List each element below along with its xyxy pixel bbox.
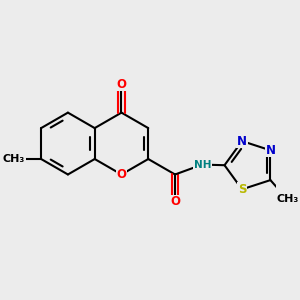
Text: CH₃: CH₃ — [3, 154, 25, 164]
Text: S: S — [238, 183, 246, 196]
Text: CH₃: CH₃ — [276, 194, 298, 204]
Text: O: O — [170, 195, 180, 208]
Text: O: O — [116, 78, 127, 91]
Text: N: N — [266, 144, 275, 157]
Text: NH: NH — [194, 160, 211, 170]
Text: N: N — [237, 135, 247, 148]
Text: O: O — [116, 168, 127, 181]
